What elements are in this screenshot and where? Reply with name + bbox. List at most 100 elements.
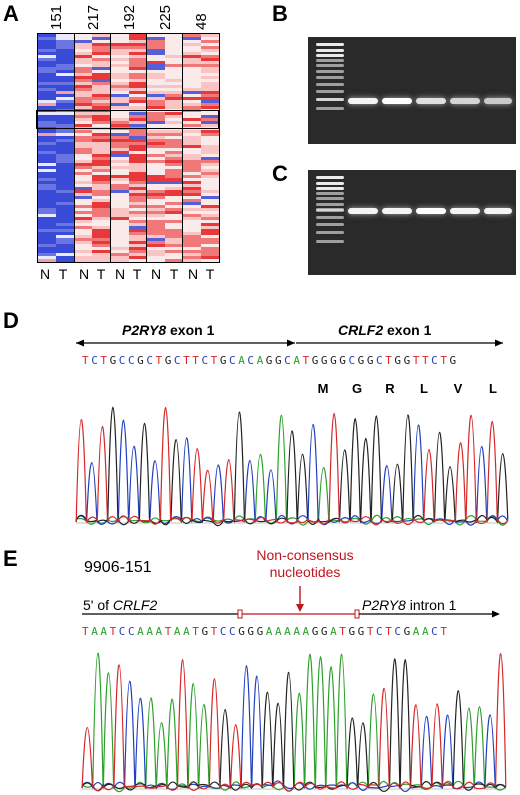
base-letter: G — [219, 354, 229, 367]
heatmap-cell — [164, 103, 184, 107]
heatmap-cell — [92, 241, 111, 245]
heatmap-cell — [200, 79, 219, 83]
ladder-band — [316, 187, 344, 190]
base-letter: G — [449, 354, 459, 367]
heatmap-cell — [146, 223, 166, 227]
heatmap-cell — [92, 55, 111, 59]
heatmap-cell — [74, 220, 93, 224]
lane-label: N — [114, 266, 126, 282]
heatmap-cell — [128, 52, 147, 56]
heatmap-cell — [164, 76, 184, 80]
heatmap-cell — [92, 244, 111, 248]
heatmap-cell — [200, 220, 219, 224]
heatmap-cell — [146, 175, 166, 179]
heatmap-cell — [56, 94, 75, 98]
ladder-band — [316, 203, 344, 206]
base-letter: C — [118, 354, 128, 367]
heatmap-cell — [146, 169, 166, 173]
heatmap-cell — [74, 88, 93, 92]
heatmap-cell — [128, 199, 147, 203]
heatmap-cell — [146, 118, 166, 122]
heatmap-cell — [56, 40, 75, 44]
base-letter: T — [385, 354, 395, 367]
heatmap-cell — [164, 205, 184, 209]
base-letter: T — [82, 354, 92, 367]
heatmap-cell — [182, 256, 202, 260]
heatmap-cell — [128, 247, 147, 251]
heatmap-cell — [38, 232, 57, 236]
heatmap-cell — [92, 61, 111, 65]
heatmap-cell — [164, 106, 184, 110]
heatmap-cell — [74, 100, 93, 104]
heatmap-cell — [128, 196, 147, 200]
base-letter: A — [173, 625, 184, 638]
heatmap-cell — [38, 238, 57, 242]
heatmap-cell — [56, 103, 75, 107]
heatmap-cell — [128, 100, 147, 104]
heatmap-cell — [128, 205, 147, 209]
heatmap-cell — [200, 91, 219, 95]
heatmap-cell — [74, 169, 93, 173]
heatmap-cell — [200, 241, 219, 245]
ladder-band — [316, 231, 344, 234]
base-letter: A — [146, 625, 156, 638]
heatmap-cell — [146, 67, 166, 71]
heatmap-cell — [146, 115, 166, 119]
heatmap-cell — [128, 112, 147, 116]
heatmap-cell — [92, 97, 111, 101]
heatmap-cell — [92, 214, 111, 218]
heatmap-cell — [92, 208, 111, 212]
heatmap-cell — [110, 172, 129, 176]
heatmap-cell — [92, 145, 111, 149]
heatmap-cell — [200, 208, 219, 212]
heatmap-cell — [164, 244, 184, 248]
heatmap-cell — [128, 139, 147, 143]
heatmap-cell — [110, 46, 129, 50]
heatmap-cell — [92, 79, 111, 83]
base-letter: T — [100, 354, 110, 367]
heatmap-cell — [38, 172, 57, 176]
heatmap-cell — [128, 208, 147, 212]
heatmap-cell — [200, 259, 219, 262]
heatmap-cell — [146, 253, 166, 257]
base-letter: A — [421, 625, 432, 638]
heatmap-cell — [164, 217, 184, 221]
heatmap-cell — [74, 136, 93, 140]
heatmap-cell — [128, 184, 147, 188]
expression-heatmap — [38, 34, 219, 262]
heatmap-cell — [110, 217, 129, 221]
heatmap-cell — [200, 217, 219, 221]
heatmap-cell — [182, 214, 202, 218]
amino-acid: L — [489, 381, 497, 396]
heatmap-cell — [74, 79, 93, 83]
heatmap-cell — [74, 160, 93, 164]
sample-divider — [182, 34, 184, 262]
heatmap-cell — [92, 94, 111, 98]
heatmap-cell — [182, 208, 202, 212]
heatmap-cell — [182, 247, 202, 251]
heatmap-cell — [74, 157, 93, 161]
chromatogram-e — [81, 652, 507, 793]
heatmap-cell — [128, 118, 147, 122]
heatmap-cell — [200, 148, 219, 152]
ladder-band — [316, 76, 344, 79]
heatmap-cell — [200, 226, 219, 230]
heatmap-cell — [56, 85, 75, 89]
heatmap-cell — [92, 67, 111, 71]
heatmap-cell — [182, 160, 202, 164]
heatmap-cell — [110, 160, 129, 164]
heatmap-cell — [74, 67, 93, 71]
heatmap-cell — [38, 154, 57, 158]
heatmap-cell — [110, 178, 129, 182]
heatmap-cell — [92, 88, 111, 92]
heatmap-cell — [164, 130, 184, 134]
lane-label: T — [169, 266, 179, 282]
heatmap-cell — [38, 61, 57, 65]
base-letter: A — [293, 625, 303, 638]
heatmap-cell — [56, 229, 75, 233]
heatmap-cell — [92, 166, 111, 170]
heatmap-cell — [200, 34, 219, 38]
base-letter: T — [210, 354, 220, 367]
heatmap-cell — [92, 238, 111, 242]
base-letter: A — [284, 625, 294, 638]
